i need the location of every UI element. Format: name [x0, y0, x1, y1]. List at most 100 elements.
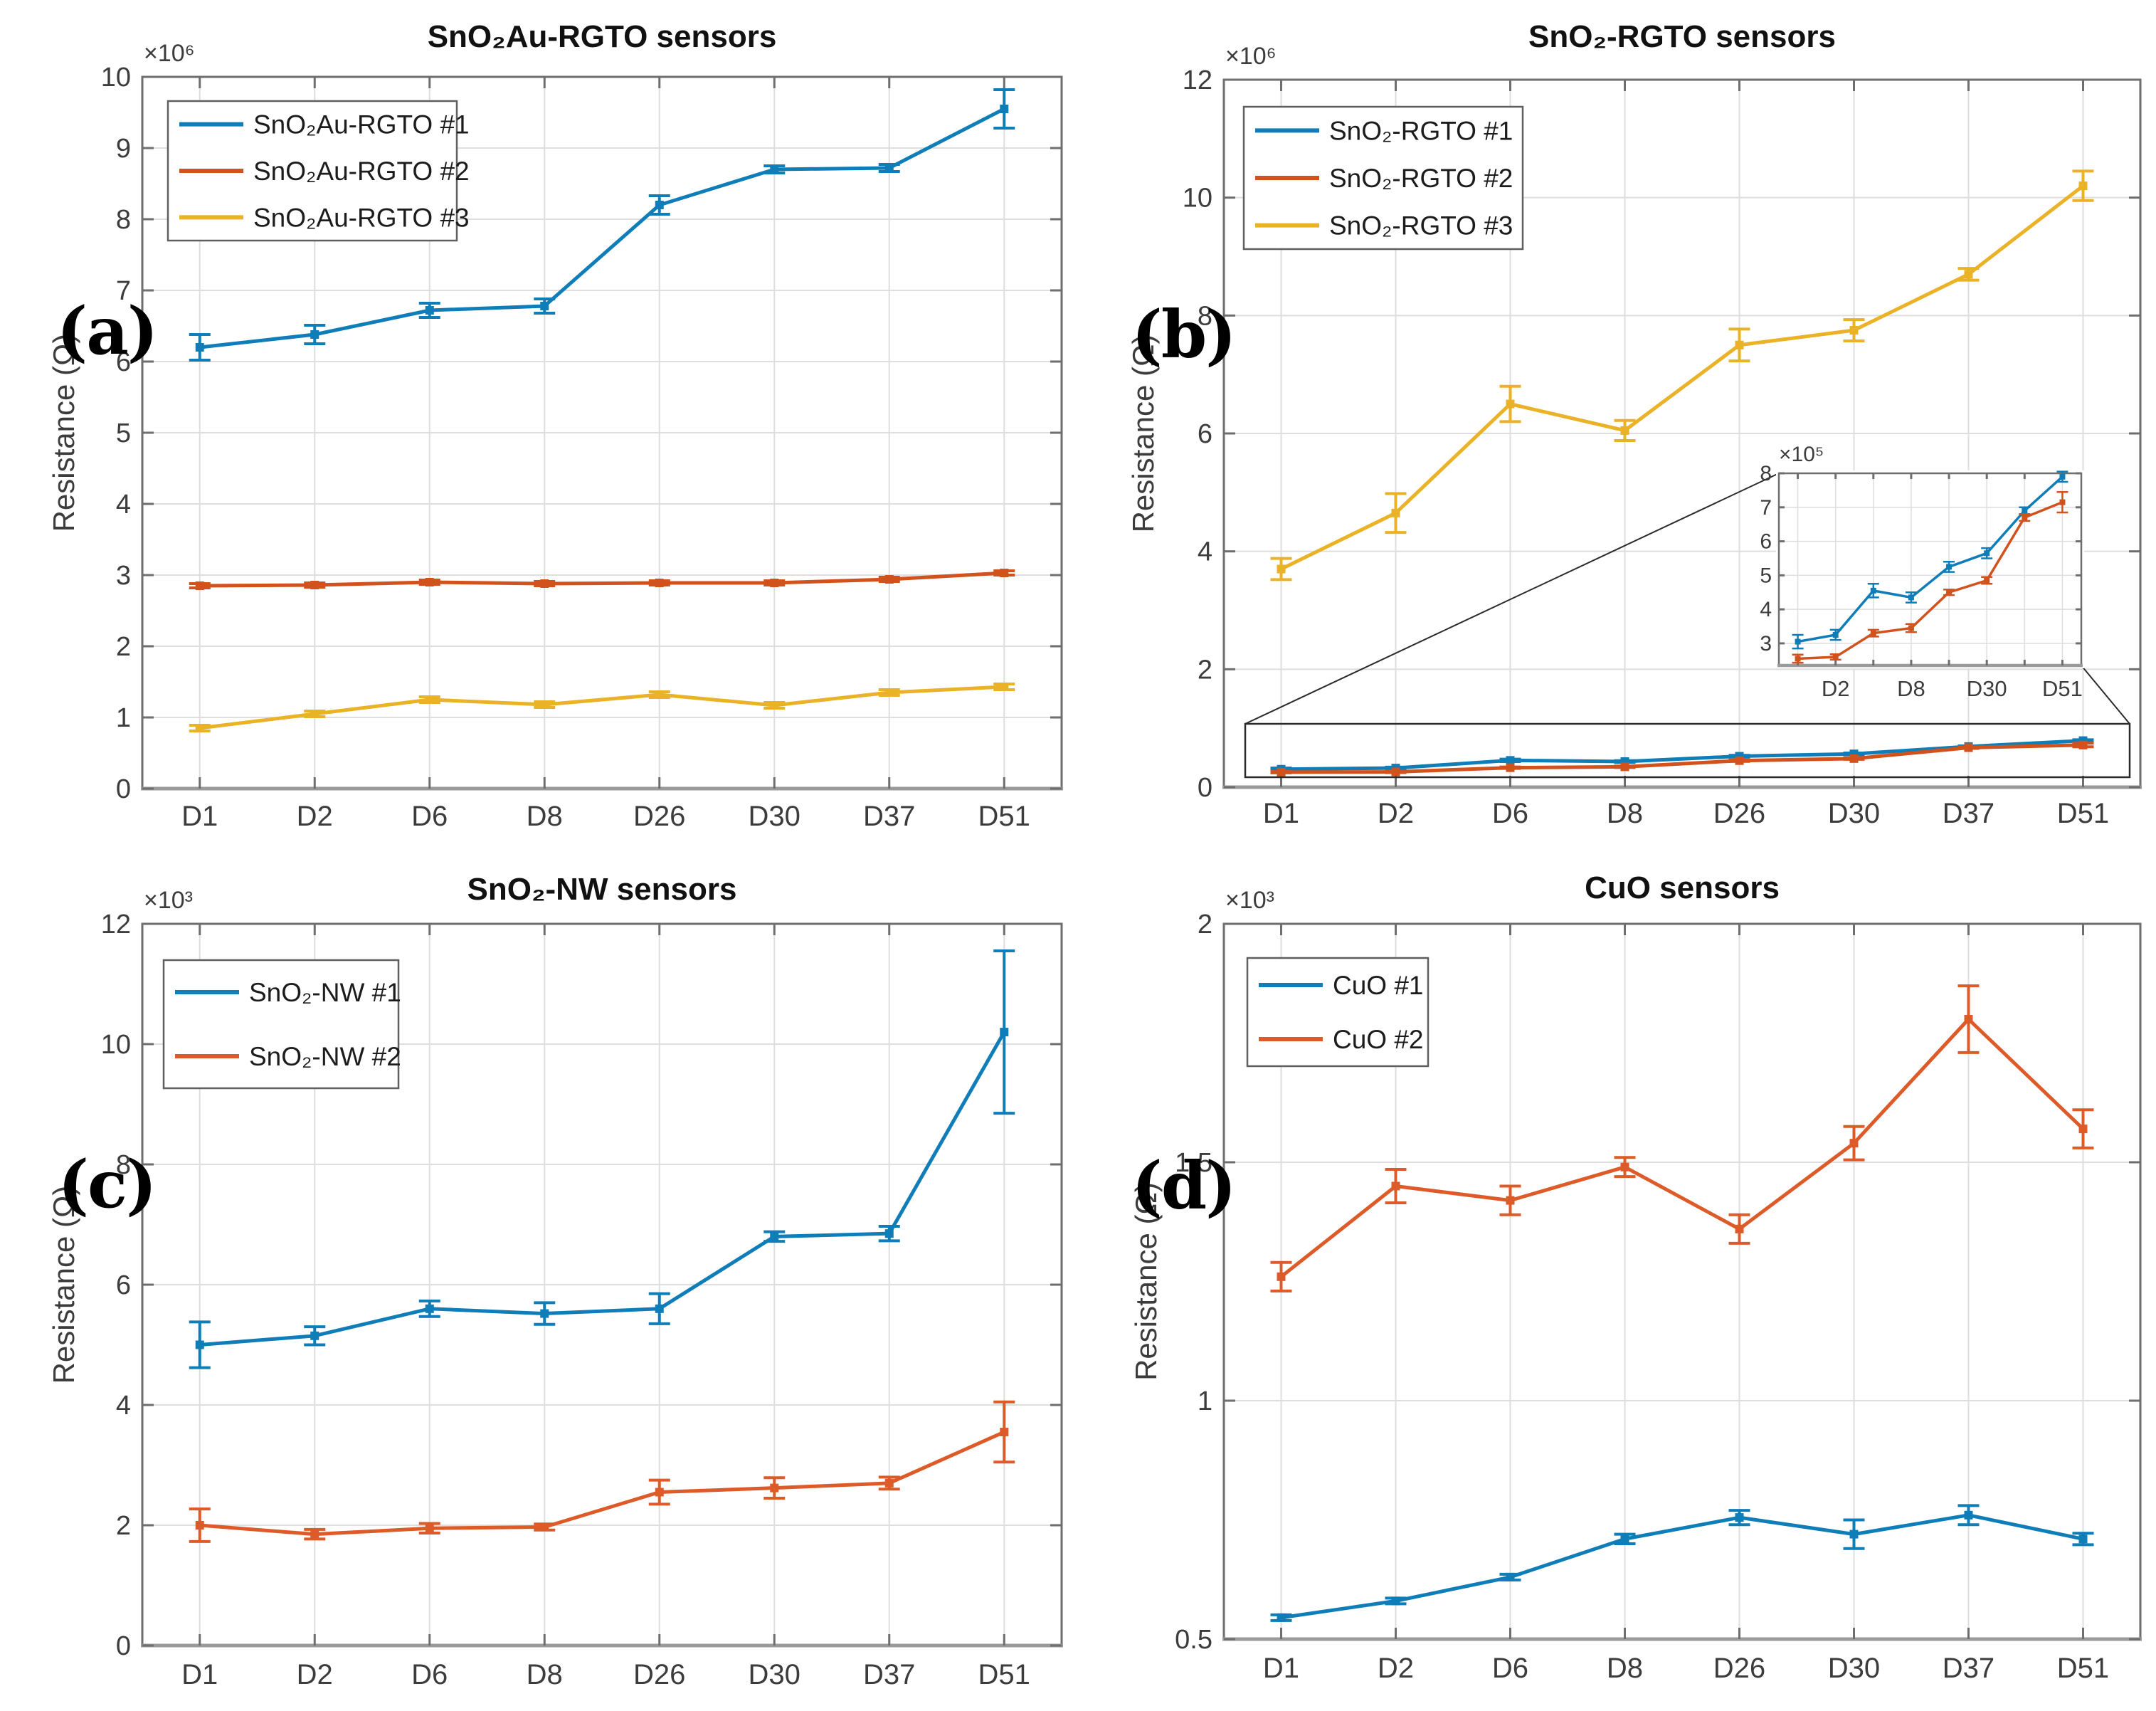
data-point-marker — [1620, 1162, 1629, 1172]
x-tick-label: D30 — [749, 1659, 800, 1690]
data-point-marker — [1277, 1272, 1286, 1281]
data-point-marker — [425, 1524, 434, 1533]
data-point-marker — [1849, 326, 1859, 335]
series-line — [199, 107, 1005, 349]
y-tick-label: 6 — [116, 347, 131, 377]
legend-box — [162, 959, 400, 1090]
x-tick-label: D8 — [527, 1659, 563, 1690]
x-tick-label: D51 — [978, 1659, 1030, 1690]
x-tick-label: D26 — [1713, 1653, 1765, 1684]
y-axis-label: Resistance (Ω) — [47, 1186, 80, 1384]
panel-label-d: (d) — [1131, 1147, 1236, 1224]
axis-offset-text: ×10³ — [144, 887, 193, 914]
data-point-marker — [1832, 654, 1839, 660]
x-tick-label: D8 — [1607, 1653, 1643, 1684]
y-tick-label: 3 — [116, 561, 131, 591]
data-point-marker — [884, 688, 894, 697]
series-line — [199, 571, 1005, 588]
y-axis-label: Resistance (Ω) — [1129, 1182, 1163, 1381]
data-point-marker — [770, 1232, 779, 1241]
inset-y-tick-label: 4 — [1760, 598, 1772, 621]
data-point-marker — [310, 1331, 319, 1340]
data-point-marker — [1849, 754, 1859, 763]
x-tick-label: D37 — [1943, 1653, 1994, 1684]
y-tick-label: 6 — [116, 1270, 131, 1300]
y-tick-label: 12 — [1183, 65, 1212, 95]
series-line — [199, 685, 1005, 730]
x-tick-label: D37 — [863, 1659, 915, 1690]
x-tick-label: D2 — [1378, 1653, 1414, 1684]
data-point-marker — [655, 1488, 664, 1497]
x-tick-label: D51 — [2057, 798, 2109, 829]
y-tick-label: 1 — [116, 703, 131, 733]
y-tick-label: 1 — [1198, 1386, 1212, 1416]
axis-offset-text: ×10⁶ — [144, 40, 195, 67]
data-point-marker — [1277, 767, 1286, 776]
data-point-marker — [1735, 1224, 1744, 1233]
data-point-marker — [2059, 473, 2066, 480]
data-point-marker — [1964, 743, 1973, 752]
axis-offset-text: ×10³ — [1225, 887, 1274, 914]
x-tick-label: D6 — [411, 1659, 448, 1690]
data-point-marker — [1000, 683, 1009, 691]
y-tick-label: 2 — [116, 1511, 131, 1541]
data-point-marker — [1735, 1513, 1744, 1522]
data-point-marker — [540, 302, 549, 310]
data-point-marker — [310, 581, 319, 589]
y-tick-label: 4 — [116, 490, 131, 520]
x-tick-label: D30 — [1828, 1653, 1880, 1684]
y-tick-label: 9 — [116, 134, 131, 164]
data-point-marker — [884, 1229, 894, 1238]
y-tick-label: 0 — [116, 1631, 131, 1661]
data-point-marker — [1506, 399, 1515, 409]
series-line — [1280, 184, 2085, 571]
data-point-marker — [1391, 1596, 1400, 1606]
y-tick-label: 8 — [116, 205, 131, 235]
data-point-marker — [1506, 1572, 1515, 1581]
series-line — [1281, 743, 2083, 774]
x-tick-label: D2 — [1378, 798, 1414, 829]
panel-a-chart: 0 1 2 3 4 5 6 7 8 9 10 D1 D2 D6 D8 D26 D30 D37 D51 ×10⁶ SnO₂… — [47, 19, 1063, 832]
panel-title: CuO sensors — [1585, 870, 1780, 905]
x-tick-label: D6 — [1492, 1653, 1528, 1684]
data-point-marker — [195, 343, 204, 352]
x-tick-label: D30 — [1828, 798, 1880, 829]
x-tick-label: D8 — [1607, 798, 1643, 829]
data-point-marker — [310, 710, 319, 718]
panel-label-c: (c) — [58, 1146, 157, 1223]
data-point-marker — [1946, 589, 1952, 596]
y-axis-label: Resistance (Ω) — [47, 334, 80, 532]
series-line — [199, 1031, 1006, 1347]
y-tick-label: 2 — [1198, 910, 1212, 939]
zoom-connector-line — [1245, 473, 1780, 725]
data-point-marker — [655, 690, 664, 699]
inset-y-tick-label: 5 — [1760, 564, 1772, 587]
data-point-marker — [1620, 1534, 1629, 1544]
data-point-marker — [770, 701, 779, 710]
y-tick-label: 0 — [116, 774, 131, 804]
data-point-marker — [770, 1483, 779, 1492]
x-tick-label: D2 — [297, 1659, 333, 1690]
data-point-marker — [884, 164, 894, 172]
data-point-marker — [195, 1340, 204, 1349]
data-point-marker — [1908, 625, 1914, 631]
legend-label: SnO₂-RGTO #3 — [1329, 211, 1513, 241]
x-tick-label: D6 — [1492, 798, 1528, 829]
data-point-marker — [195, 581, 204, 590]
panel-label-a: (a) — [56, 293, 159, 369]
data-point-marker — [1964, 1015, 1973, 1023]
data-point-marker — [1000, 105, 1009, 113]
data-point-marker — [770, 579, 779, 587]
y-tick-label: 0 — [1198, 773, 1212, 803]
axis-offset-text: ×10⁶ — [1225, 43, 1277, 70]
y-tick-label: 7 — [116, 276, 131, 306]
data-point-marker — [1849, 1530, 1859, 1539]
y-tick-label: 8 — [116, 1150, 131, 1180]
y-tick-label: 1.5 — [1175, 1148, 1212, 1178]
data-point-marker — [655, 579, 664, 587]
x-tick-label: D37 — [863, 801, 915, 832]
data-point-marker — [1870, 587, 1876, 594]
data-point-marker — [2022, 507, 2028, 514]
x-tick-label: D26 — [633, 1659, 685, 1690]
